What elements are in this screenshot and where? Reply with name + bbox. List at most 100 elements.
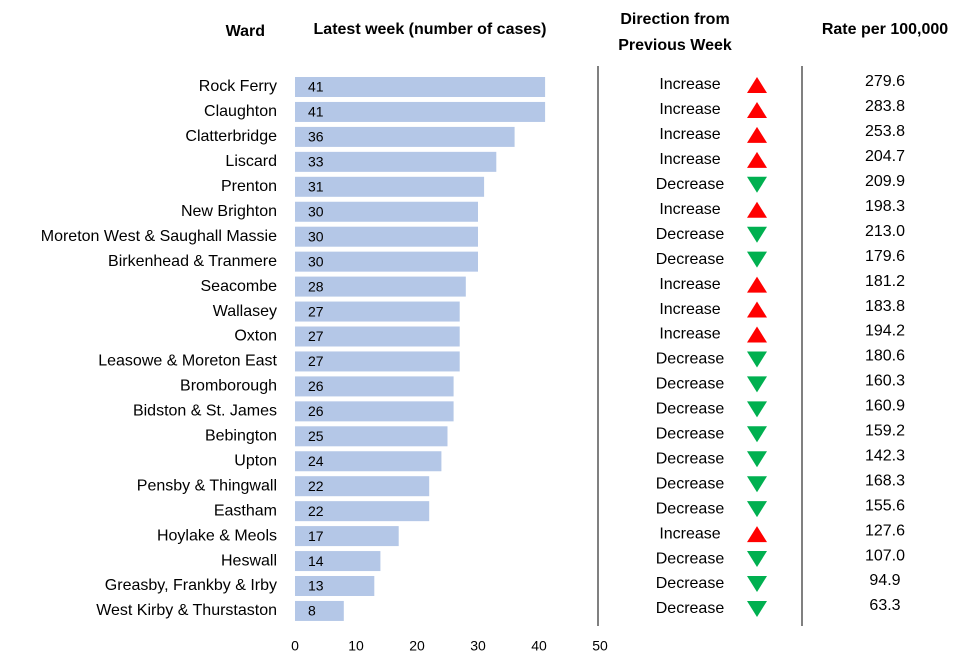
bar — [295, 251, 478, 272]
data-label: 26 — [308, 403, 324, 419]
decrease-arrow — [747, 251, 767, 268]
rate-value: 181.2 — [865, 273, 905, 290]
category-label: Pensby & Thingwall — [137, 477, 277, 494]
bar — [295, 126, 515, 147]
data-label: 28 — [308, 278, 324, 294]
rate-header: Rate per 100,000 — [822, 21, 948, 38]
direction-label: Decrease — [656, 550, 725, 567]
direction-label: Decrease — [656, 475, 725, 492]
category-label: Hoylake & Meols — [157, 527, 277, 544]
category-label: Heswall — [221, 552, 277, 569]
category-label: New Brighton — [181, 203, 277, 220]
rate-value: 279.6 — [865, 73, 905, 90]
category-label: Seacombe — [201, 278, 278, 295]
bar — [295, 526, 399, 547]
data-label: 30 — [308, 253, 324, 269]
data-label: 14 — [308, 553, 324, 569]
data-label: 22 — [308, 478, 324, 494]
rate-value: 198.3 — [865, 198, 905, 215]
rate-value: 168.3 — [865, 472, 905, 489]
category-label: Bromborough — [180, 378, 277, 395]
direction-label: Increase — [659, 126, 720, 143]
direction-label: Decrease — [656, 401, 725, 418]
direction-label: Decrease — [656, 500, 725, 517]
x-tick-label: 0 — [291, 638, 299, 653]
category-label: Liscard — [225, 153, 277, 170]
direction-label: Decrease — [656, 226, 725, 243]
category-label: Upton — [234, 452, 277, 469]
decrease-arrow — [747, 501, 767, 518]
direction-label: Increase — [659, 101, 720, 118]
decrease-arrow — [747, 551, 767, 568]
increase-arrow — [747, 276, 767, 293]
direction-label: Decrease — [656, 426, 725, 443]
direction-label: Increase — [659, 151, 720, 168]
x-tick-label: 40 — [531, 638, 547, 653]
bar — [295, 351, 460, 372]
data-label: 31 — [308, 179, 324, 195]
rate-value: 63.3 — [869, 597, 900, 614]
rate-value: 253.8 — [865, 123, 905, 140]
decrease-arrow — [747, 376, 767, 393]
direction-label: Decrease — [656, 176, 725, 193]
rate-value: 179.6 — [865, 248, 905, 265]
bar — [295, 101, 546, 122]
rate-value: 142.3 — [865, 447, 905, 464]
rate-value: 209.9 — [865, 173, 905, 190]
x-tick-label: 30 — [470, 638, 486, 653]
rate-value: 159.2 — [865, 423, 905, 440]
direction-label: Increase — [659, 301, 720, 318]
data-label: 41 — [308, 79, 324, 95]
data-label: 26 — [308, 378, 324, 394]
category-label: Bebington — [205, 428, 277, 445]
direction-label: Decrease — [656, 600, 725, 617]
direction-label: Decrease — [656, 450, 725, 467]
increase-arrow — [747, 126, 767, 143]
data-label: 22 — [308, 503, 324, 519]
bar — [295, 426, 448, 447]
category-label: Greasby, Frankby & Irby — [105, 577, 277, 594]
cases-header: Latest week (number of cases) — [314, 21, 547, 38]
direction-label: Decrease — [656, 575, 725, 592]
direction-header: Direction from Previous Week — [618, 11, 732, 54]
increase-arrow — [747, 151, 767, 168]
x-tick-label: 50 — [592, 638, 608, 653]
increase-arrow — [747, 326, 767, 343]
direction-label: Increase — [659, 525, 720, 542]
rate-value: 94.9 — [869, 572, 900, 589]
increase-arrow — [747, 77, 767, 93]
bar — [295, 451, 442, 472]
data-label: 30 — [308, 228, 324, 244]
bar — [295, 301, 460, 322]
data-label: 30 — [308, 203, 324, 219]
rate-value: 180.6 — [865, 348, 905, 365]
category-label: Eastham — [214, 502, 277, 519]
data-label: 36 — [308, 129, 324, 145]
category-label: Prenton — [221, 178, 277, 195]
decrease-arrow — [747, 600, 767, 617]
increase-arrow — [747, 526, 767, 543]
increase-arrow — [747, 201, 767, 218]
category-label: Wallasey — [213, 303, 277, 320]
bar — [295, 326, 460, 347]
category-label: Clatterbridge — [185, 128, 277, 145]
decrease-arrow — [747, 401, 767, 418]
rate-value: 127.6 — [865, 522, 905, 539]
data-label: 41 — [308, 104, 324, 120]
ward-header: Ward — [226, 23, 265, 40]
decrease-arrow — [747, 576, 767, 592]
bar — [295, 476, 430, 497]
bar — [295, 276, 466, 297]
x-tick-label: 20 — [409, 638, 425, 653]
category-label: Claughton — [204, 103, 277, 120]
bar — [295, 600, 344, 621]
bar — [295, 551, 381, 572]
increase-arrow — [747, 101, 767, 118]
decrease-arrow — [747, 176, 767, 193]
rate-value: 160.9 — [865, 398, 905, 415]
data-label: 27 — [308, 353, 324, 369]
direction-label: Increase — [659, 276, 720, 293]
rate-value: 283.8 — [865, 98, 905, 115]
bar — [295, 376, 454, 397]
direction-label: Decrease — [656, 251, 725, 268]
